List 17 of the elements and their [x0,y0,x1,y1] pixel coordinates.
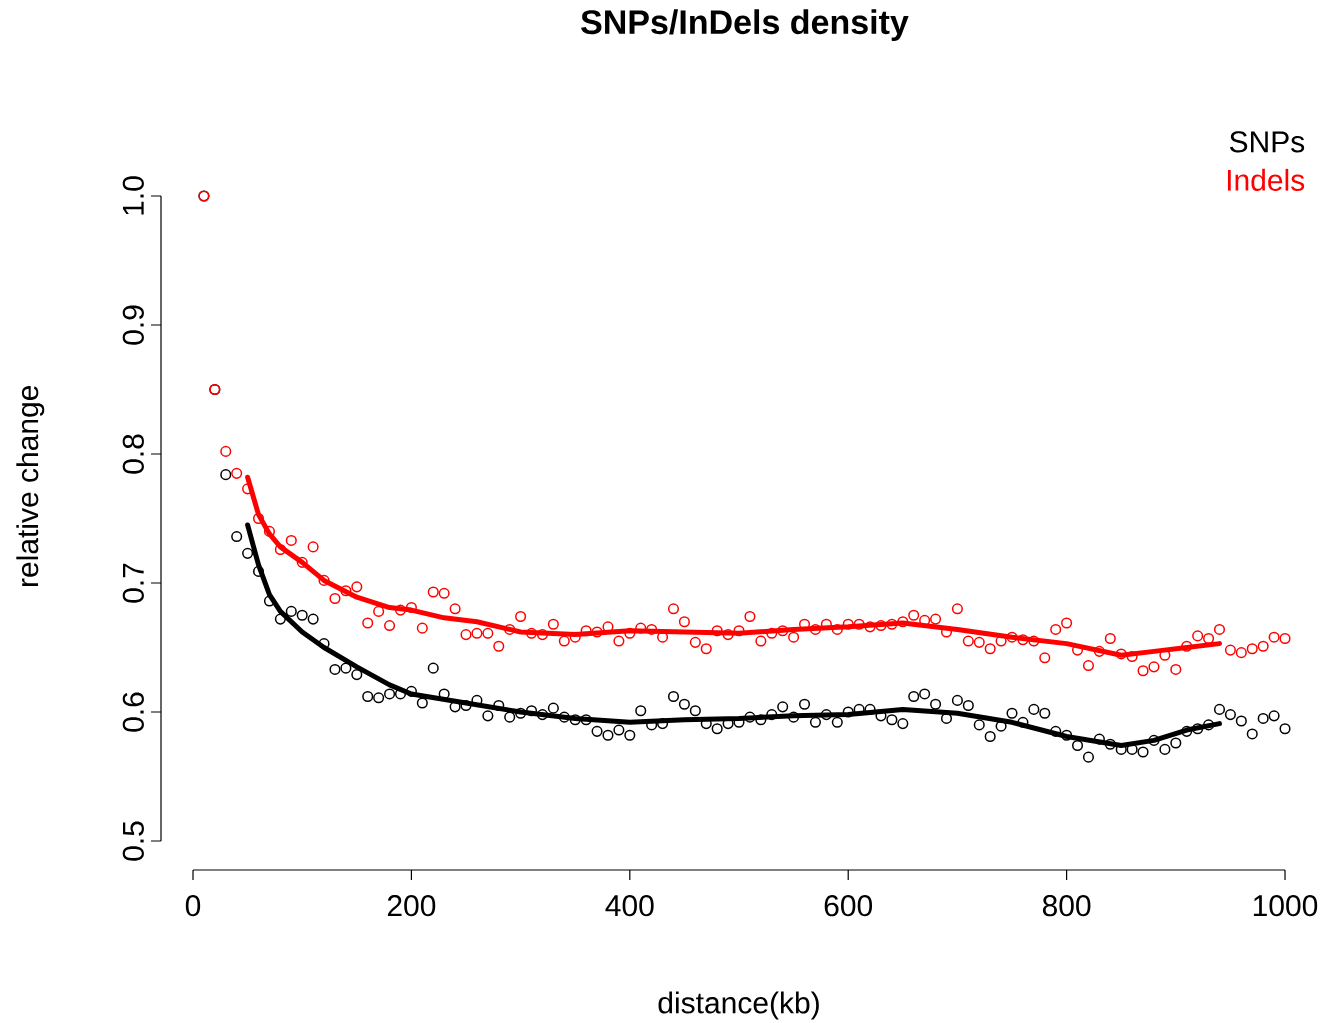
y-tick-label: 1.0 [122,176,144,215]
y-tick-label: 0.5 [122,821,144,861]
x-tick-label: 400 [605,895,654,917]
x-tick-label: 1000 [1253,895,1318,917]
x-tick-label: 600 [824,895,873,917]
y-tick-label: 0.9 [122,305,144,345]
chart-title: SNPs/InDels density [581,9,909,41]
x-tick-label: 200 [387,895,436,917]
x-tick-label: 800 [1042,895,1091,917]
y-tick-label: 0.8 [122,434,144,474]
text: Indels [1227,168,1305,191]
x-axis-title: distance(kb) [658,991,819,1020]
text: SNPs [1229,131,1305,153]
y-tick-label: 0.6 [122,692,144,732]
x-tick-label: 0 [185,895,201,917]
y-axis-title: relative change [16,385,45,587]
y-tick-label: 0.7 [122,563,144,603]
